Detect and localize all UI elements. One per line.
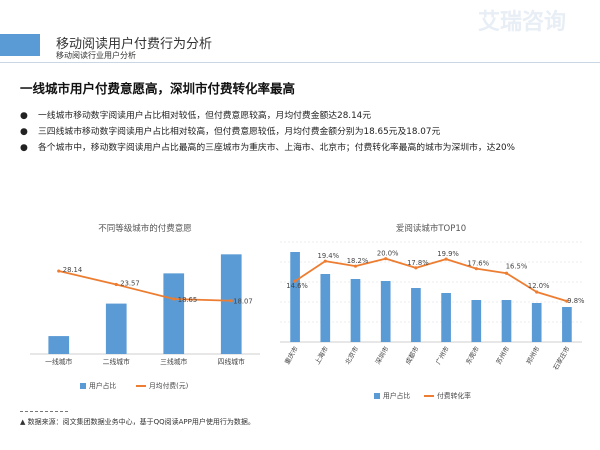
headline: 一线城市用户付费意愿高，深圳市付费转化率最高 xyxy=(20,81,296,96)
data-label: 18.07 xyxy=(233,298,252,306)
footnote-divider xyxy=(20,411,68,412)
bar xyxy=(163,273,185,354)
x-tick-label: 东莞市 xyxy=(463,344,481,366)
line-point xyxy=(535,290,539,294)
x-tick-label: 郑州市 xyxy=(524,344,542,366)
bullet-dot-icon: ● xyxy=(20,143,28,153)
data-label: 18.2% xyxy=(347,257,369,265)
bar xyxy=(290,252,300,342)
chart-title: 爱阅读城市TOP10 xyxy=(396,223,466,234)
data-label: 19.9% xyxy=(437,250,459,258)
bullet-item: ● 一线城市移动数字阅读用户占比相对较低，但付费意愿较高，月均付费金额达28.14… xyxy=(20,108,560,124)
line-point xyxy=(353,264,358,268)
bullet-list: ● 一线城市移动数字阅读用户占比相对较低，但付费意愿较高，月均付费金额达28.14… xyxy=(20,108,560,156)
page-subtitle: 移动阅读行业用户分析 xyxy=(56,51,136,60)
line-point xyxy=(384,257,388,261)
data-label: 12.0% xyxy=(528,282,550,290)
x-tick-label: 上海市 xyxy=(312,344,330,366)
legend-label: 用户占比 xyxy=(89,381,116,390)
line-point xyxy=(323,259,327,263)
x-tick-label: 石家庄市 xyxy=(551,344,572,371)
x-tick-label: 三线城市 xyxy=(160,357,187,366)
bar xyxy=(562,307,572,342)
line-point xyxy=(565,299,569,303)
x-tick-label: 重庆市 xyxy=(282,344,300,366)
bullet-item: ● 三四线城市移动数字阅读用户占比相对较高，但付费意愿较低，月均付费金额分别为18… xyxy=(20,124,560,140)
line-point xyxy=(229,299,233,303)
header-accent-bar xyxy=(0,34,40,56)
bar xyxy=(105,303,127,354)
data-label: 19.4% xyxy=(318,252,340,260)
line-series-path xyxy=(58,270,232,302)
data-label: 28.14 xyxy=(63,266,82,274)
x-tick-label: 深圳市 xyxy=(373,344,391,366)
data-label: 16.5% xyxy=(506,262,528,270)
data-label: 17.8% xyxy=(407,259,429,267)
bar xyxy=(380,281,391,342)
data-label: 17.6% xyxy=(468,260,490,268)
line-point xyxy=(293,279,297,283)
x-tick-label: 广州市 xyxy=(433,344,451,366)
bar xyxy=(220,254,242,354)
data-label: 23.57 xyxy=(120,280,139,288)
legend-label: 月均付费(元) xyxy=(149,381,189,390)
line-point xyxy=(114,282,118,287)
line-point xyxy=(474,267,478,271)
data-label: 20.0% xyxy=(377,250,399,258)
x-tick-label: 二线城市 xyxy=(103,357,130,366)
line-point xyxy=(414,266,418,270)
line-series-path xyxy=(294,257,568,303)
footnote: ▲ 数据来源：阅文集团数据业务中心，基于QQ阅读APP用户使用行为数据。 xyxy=(20,418,255,426)
line-point xyxy=(172,297,176,301)
data-label: 14.6% xyxy=(286,282,308,290)
legend-label: 付费转化率 xyxy=(437,391,471,400)
bar xyxy=(411,288,421,342)
page-title: 移动阅读用户付费行为分析 xyxy=(56,37,213,52)
legend-swatch-bar xyxy=(80,383,86,389)
legend-label: 用户占比 xyxy=(383,391,410,400)
bar xyxy=(471,300,482,342)
line-point xyxy=(444,257,448,261)
bullet-dot-icon: ● xyxy=(20,111,28,121)
bullet-item: ● 各个城市中，移动数字阅读用户占比最高的三座城市为重庆市、上海市、北京市；付费转… xyxy=(20,140,560,156)
x-tick-label: 北京市 xyxy=(343,344,361,366)
data-label: 9.8% xyxy=(567,297,585,305)
chart-title: 不同等级城市的付费意愿 xyxy=(98,223,192,234)
bar xyxy=(441,293,451,342)
bar xyxy=(531,303,542,342)
legend-swatch-bar xyxy=(374,393,380,399)
chart-top10-reading-cities: 爱阅读城市TOP10 重庆市 上海市 北京市 深圳市 成都市 广州市 东莞市 苏州市 郑州市 石家庄… xyxy=(280,223,585,400)
bar xyxy=(350,279,361,342)
watermark: 艾瑞咨询 xyxy=(477,10,566,35)
header-divider xyxy=(0,62,600,63)
x-tick-label: 成都市 xyxy=(403,344,421,366)
x-tick-label: 苏州市 xyxy=(494,344,512,366)
line-point xyxy=(504,271,509,275)
bullet-text: 三四线城市移动数字阅读用户占比相对较高，但付费意愿较低，月均付费金额分别为18.… xyxy=(38,127,441,137)
bar xyxy=(48,336,70,354)
bullet-text: 各个城市中，移动数字阅读用户占比最高的三座城市为重庆市、上海市、北京市；付费转化… xyxy=(38,143,515,153)
data-label: 18.65 xyxy=(178,296,197,304)
bullet-dot-icon: ● xyxy=(20,127,28,137)
line-point xyxy=(57,269,61,273)
bar xyxy=(320,274,331,342)
x-tick-label: 四线城市 xyxy=(218,357,245,366)
x-tick-label: 一线城市 xyxy=(45,357,72,366)
bar xyxy=(501,300,512,342)
bullet-text: 一线城市移动数字阅读用户占比相对较低，但付费意愿较高，月均付费金额达28.14元 xyxy=(38,111,372,121)
